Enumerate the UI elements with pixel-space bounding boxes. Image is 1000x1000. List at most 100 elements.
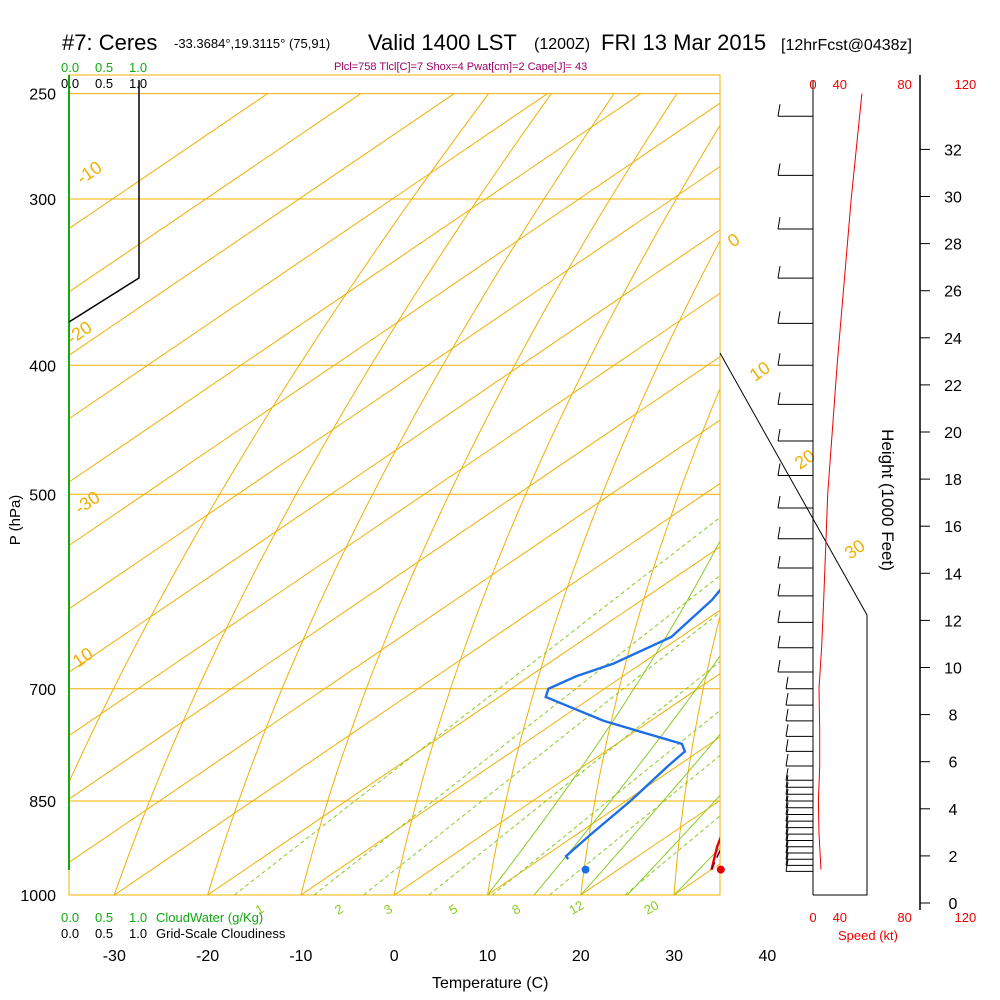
- speed-bottom-label: 0: [809, 910, 816, 925]
- height-tick-label: 22: [944, 378, 962, 395]
- height-tick-label: 30: [944, 190, 962, 207]
- height-tick-label: 20: [944, 425, 962, 442]
- moist-adiabat: [580, 733, 720, 895]
- forecast-date: FRI 13 Mar 2015: [601, 30, 766, 55]
- mixing-ratio-line: [549, 754, 720, 895]
- isotherm-label: -10: [73, 157, 106, 188]
- temperature-tick-label: 20: [572, 948, 590, 965]
- wind-barb: [777, 428, 813, 442]
- grid-lines: [69, 93, 1000, 895]
- isotherm-label: -20: [63, 317, 96, 348]
- barb-flag: [785, 676, 789, 689]
- isotherm-line: [673, 863, 720, 895]
- height-tick-label: 10: [944, 661, 962, 678]
- barb-flag: [777, 583, 781, 596]
- speed-bottom-label: 120: [955, 910, 977, 925]
- barb-flag: [785, 693, 789, 706]
- cloudiness-top-tick-0: 0.0: [61, 76, 79, 91]
- pressure-tick-label: 850: [29, 794, 56, 811]
- isotherm-label: 30: [841, 535, 869, 563]
- mixing-ratio-line: [491, 709, 720, 895]
- isotherm-line: [207, 546, 720, 895]
- isotherm-label: 0: [724, 229, 744, 251]
- barb-flag: [777, 495, 781, 509]
- header: #7: Ceres -33.3684°,19.3115° (75,91) Val…: [62, 30, 912, 73]
- mixing-ratio-label: 3: [381, 901, 395, 918]
- pressure-tick-label: 500: [29, 487, 56, 504]
- temperature-tick-label: 0: [390, 948, 399, 965]
- height-axis-title: Height (1000 Feet): [878, 429, 897, 571]
- height-tick-label: 24: [944, 331, 962, 348]
- wind-barb: [777, 216, 813, 230]
- barb-flag: [785, 795, 789, 808]
- speed-top-label: 80: [897, 77, 911, 92]
- height-tick-label: 16: [944, 519, 962, 536]
- wind-barb: [777, 635, 813, 649]
- moist-adiabat: [673, 847, 720, 895]
- wind-panel: 0040408080120120024681012141618202224262…: [719, 75, 977, 925]
- bottom-scales: 0.0 0.5 1.0 CloudWater (g/Kg) 0.0 0.5 1.…: [61, 60, 898, 943]
- x-axis-title: Temperature (C): [432, 975, 548, 992]
- cloudwater-tick-0: 0.0: [61, 910, 79, 925]
- barb-flag: [785, 768, 789, 781]
- wind-barb: [785, 795, 813, 809]
- isotherm-line: [69, 292, 720, 737]
- dry-adiabat: [673, 614, 720, 895]
- isotherm-line: [300, 609, 720, 895]
- barb-flag: [785, 775, 789, 788]
- cloudwater-label: CloudWater (g/Kg): [156, 910, 263, 925]
- pressure-tick-label: 300: [29, 192, 56, 209]
- cloudiness-label: Grid-Scale Cloudiness: [156, 926, 286, 941]
- temperature-tick-label: 30: [665, 948, 683, 965]
- temperature-tick-label: 40: [758, 948, 776, 965]
- panel-outline: [719, 352, 868, 896]
- wind-barb: [777, 555, 813, 569]
- cloudiness-top-tick-1: 0.5: [95, 76, 113, 91]
- speed-top-label: 120: [955, 77, 977, 92]
- dry-adiabat: [487, 239, 720, 895]
- wind-barb: [777, 353, 813, 366]
- isotherm-line: [114, 482, 720, 895]
- isotherm-line: [69, 93, 455, 356]
- pressure-tick-label: 1000: [20, 888, 56, 905]
- barb-flag: [777, 163, 781, 176]
- dewpoint-profile: [544, 588, 720, 860]
- barb-flag: [777, 555, 781, 569]
- cloudiness-tick-0: 0.0: [61, 926, 79, 941]
- cloudwater-tick-2: 1.0: [129, 910, 147, 925]
- isotherm-line: [69, 102, 720, 547]
- wind-barb: [777, 311, 813, 324]
- y-axis-title: P (hPa): [7, 495, 24, 546]
- cloudiness-profile: [68, 80, 140, 323]
- speed-bottom-label: 80: [897, 910, 911, 925]
- pressure-tick-label: 400: [29, 358, 56, 375]
- cloudwater-top-tick-1: 0.5: [95, 60, 113, 75]
- dry-adiabat: [580, 387, 720, 895]
- barb-flag: [785, 724, 789, 737]
- forecast-info: [12hrFcst@0438z]: [781, 37, 912, 54]
- pressure-tick-label: 700: [29, 682, 56, 699]
- speed-label: Speed (kt): [838, 928, 898, 943]
- wind-barb: [785, 724, 813, 737]
- isotherm-line: [69, 93, 642, 483]
- profile-group: [544, 588, 720, 870]
- wind-barb: [777, 104, 813, 117]
- surface-temperature-marker: [716, 865, 725, 874]
- height-tick-label: 4: [949, 802, 958, 819]
- barb-flag: [785, 739, 789, 752]
- wind-barb: [785, 708, 813, 722]
- isotherm-line: [487, 736, 720, 895]
- height-tick-label: 28: [944, 237, 962, 254]
- mixing-ratio-line: [313, 574, 720, 895]
- dry-adiabat: [951, 94, 1000, 895]
- wind-barb: [777, 463, 813, 476]
- barb-flag: [785, 782, 789, 795]
- mixing-ratio-label: 5: [446, 901, 460, 918]
- height-tick-label: 14: [944, 566, 962, 583]
- isotherm-line: [69, 419, 720, 863]
- moist-adiabat: [487, 540, 720, 895]
- dry-adiabat: [69, 93, 490, 784]
- wind-barb: [785, 739, 813, 752]
- barb-flag: [777, 635, 781, 648]
